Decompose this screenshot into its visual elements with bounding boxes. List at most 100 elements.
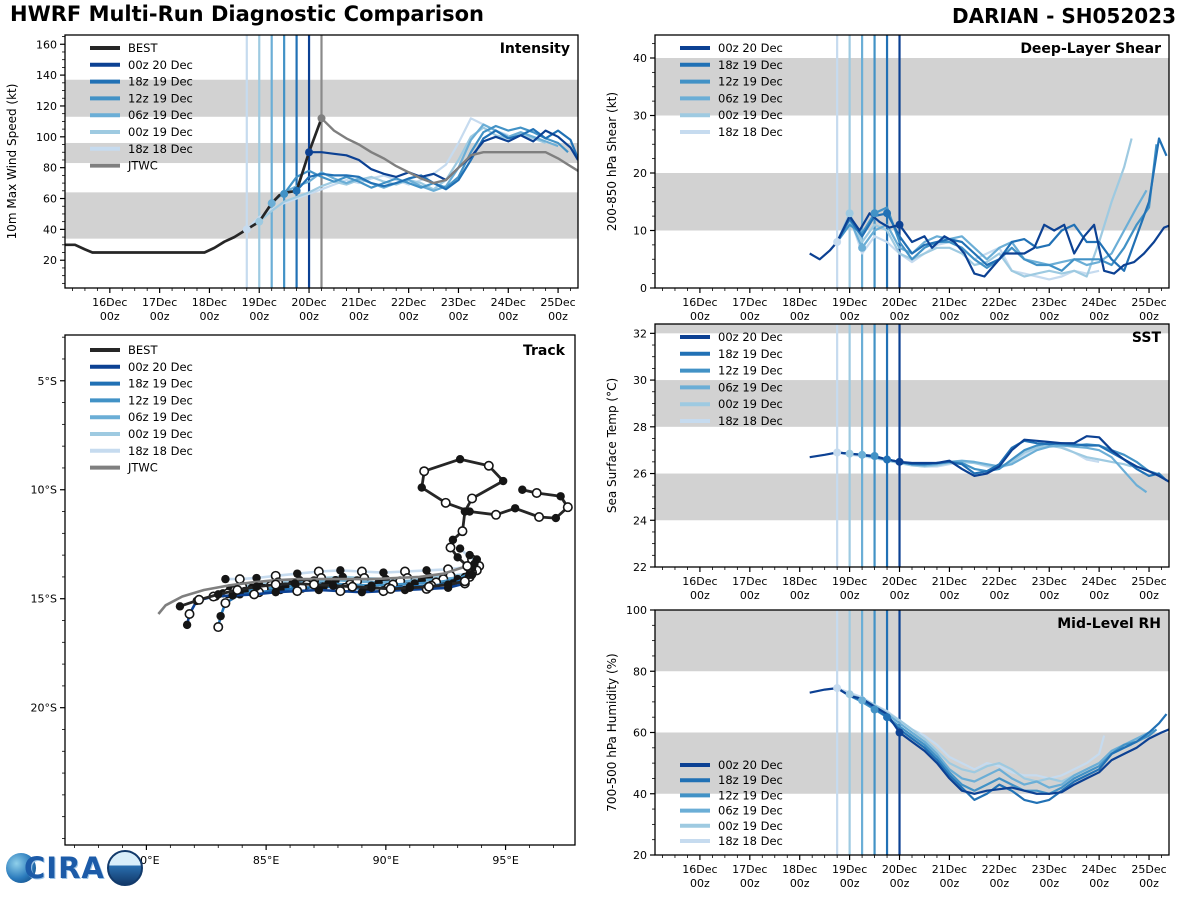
svg-text:06z 19 Dec: 06z 19 Dec: [718, 804, 783, 818]
svg-text:00z: 00z: [1089, 877, 1109, 890]
svg-text:20: 20: [633, 849, 647, 862]
svg-text:95°E: 95°E: [492, 854, 518, 867]
svg-text:18z 18 Dec: 18z 18 Dec: [718, 125, 783, 139]
svg-text:23Dec: 23Dec: [441, 296, 476, 309]
svg-text:28: 28: [633, 421, 647, 434]
svg-text:JTWC: JTWC: [127, 461, 158, 475]
svg-text:80: 80: [633, 665, 647, 678]
svg-text:23Dec: 23Dec: [1032, 863, 1067, 876]
svg-text:00z: 00z: [548, 310, 568, 323]
svg-text:18z 18 Dec: 18z 18 Dec: [718, 414, 783, 428]
svg-text:160: 160: [36, 38, 57, 51]
svg-text:00z: 00z: [100, 310, 120, 323]
svg-text:25Dec: 25Dec: [1131, 863, 1166, 876]
svg-text:Track: Track: [523, 343, 566, 359]
svg-text:00z: 00z: [890, 589, 910, 602]
svg-text:00z: 00z: [1139, 310, 1159, 323]
svg-text:26: 26: [633, 468, 647, 481]
svg-text:00z 20 Dec: 00z 20 Dec: [128, 58, 193, 72]
svg-text:16Dec: 16Dec: [682, 575, 717, 588]
svg-text:22Dec: 22Dec: [982, 863, 1017, 876]
svg-text:100: 100: [626, 604, 647, 617]
svg-text:40: 40: [43, 223, 57, 236]
svg-text:21Dec: 21Dec: [932, 575, 967, 588]
svg-text:19Dec: 19Dec: [832, 296, 867, 309]
svg-text:20: 20: [633, 167, 647, 180]
svg-text:10m Max Wind Speed (kt): 10m Max Wind Speed (kt): [5, 84, 19, 240]
svg-text:00z: 00z: [1039, 877, 1059, 890]
svg-text:24Dec: 24Dec: [1081, 863, 1116, 876]
svg-text:18z 18 Dec: 18z 18 Dec: [128, 142, 193, 156]
svg-text:00z: 00z: [790, 310, 810, 323]
svg-text:18z 18 Dec: 18z 18 Dec: [718, 834, 783, 848]
svg-text:00z: 00z: [1089, 589, 1109, 602]
svg-text:19Dec: 19Dec: [242, 296, 277, 309]
svg-text:21Dec: 21Dec: [932, 296, 967, 309]
svg-text:06z 19 Dec: 06z 19 Dec: [718, 380, 783, 394]
svg-text:17Dec: 17Dec: [732, 863, 767, 876]
svg-text:18Dec: 18Dec: [192, 296, 227, 309]
svg-text:20Dec: 20Dec: [882, 863, 917, 876]
svg-text:00z: 00z: [349, 310, 369, 323]
svg-text:00z 20 Dec: 00z 20 Dec: [718, 758, 783, 772]
svg-text:17Dec: 17Dec: [732, 575, 767, 588]
svg-text:Intensity: Intensity: [500, 41, 570, 57]
svg-text:12z 19 Dec: 12z 19 Dec: [718, 75, 783, 89]
svg-text:00z: 00z: [740, 310, 760, 323]
svg-text:16Dec: 16Dec: [682, 863, 717, 876]
svg-text:90°E: 90°E: [373, 854, 399, 867]
svg-text:18z 19 Dec: 18z 19 Dec: [128, 75, 193, 89]
svg-text:22Dec: 22Dec: [982, 575, 1017, 588]
svg-text:06z 19 Dec: 06z 19 Dec: [128, 410, 193, 424]
svg-text:23Dec: 23Dec: [1032, 575, 1067, 588]
svg-text:00z 20 Dec: 00z 20 Dec: [718, 330, 783, 344]
svg-text:20Dec: 20Dec: [291, 296, 326, 309]
svg-text:40: 40: [633, 52, 647, 65]
svg-text:BEST: BEST: [128, 343, 158, 357]
svg-text:Mid-Level RH: Mid-Level RH: [1057, 616, 1161, 632]
svg-text:00z: 00z: [498, 310, 518, 323]
rammb-icon: [106, 850, 143, 886]
intensity-panel: 16Dec00z17Dec00z18Dec00z19Dec00z20Dec00z…: [5, 34, 579, 323]
svg-text:00z: 00z: [690, 877, 710, 890]
svg-text:00z: 00z: [940, 877, 960, 890]
deep-layer-shear-panel: 16Dec00z17Dec00z18Dec00z19Dec00z20Dec00z…: [605, 34, 1170, 323]
svg-text:20Dec: 20Dec: [882, 575, 917, 588]
svg-text:18Dec: 18Dec: [782, 575, 817, 588]
svg-text:00z: 00z: [200, 310, 220, 323]
svg-text:23Dec: 23Dec: [1032, 296, 1067, 309]
svg-text:SST: SST: [1132, 330, 1162, 346]
svg-text:00z: 00z: [1039, 310, 1059, 323]
svg-text:00z: 00z: [449, 310, 469, 323]
svg-text:10°S: 10°S: [31, 484, 57, 497]
svg-text:00z: 00z: [1089, 310, 1109, 323]
svg-text:18z 19 Dec: 18z 19 Dec: [718, 773, 783, 787]
svg-text:JTWC: JTWC: [127, 159, 158, 173]
svg-text:00z: 00z: [940, 310, 960, 323]
svg-text:18z 18 Dec: 18z 18 Dec: [128, 444, 193, 458]
svg-text:120: 120: [36, 100, 57, 113]
cira-logo: CIRA: [6, 850, 143, 886]
svg-text:25Dec: 25Dec: [1131, 296, 1166, 309]
svg-text:12z 19 Dec: 12z 19 Dec: [128, 393, 193, 407]
svg-text:21Dec: 21Dec: [932, 863, 967, 876]
svg-text:17Dec: 17Dec: [732, 296, 767, 309]
svg-text:00z 20 Dec: 00z 20 Dec: [128, 360, 193, 374]
svg-text:00z 19 Dec: 00z 19 Dec: [718, 397, 783, 411]
svg-text:00z: 00z: [989, 877, 1009, 890]
svg-text:20: 20: [43, 254, 57, 267]
svg-text:60: 60: [633, 727, 647, 740]
svg-text:06z 19 Dec: 06z 19 Dec: [128, 108, 193, 122]
cira-text: CIRA: [24, 851, 105, 885]
svg-text:25Dec: 25Dec: [540, 296, 575, 309]
track-map-panel: 80°E 85°E 90°E 95°E5°S10°S15°S20°STrackBEST…: [31, 334, 576, 867]
svg-text:10: 10: [633, 225, 647, 238]
svg-text:00z 19 Dec: 00z 19 Dec: [718, 108, 783, 122]
svg-text:60: 60: [43, 193, 57, 206]
svg-text:22Dec: 22Dec: [982, 296, 1017, 309]
svg-text:00z: 00z: [740, 589, 760, 602]
svg-text:140: 140: [36, 69, 57, 82]
svg-text:18Dec: 18Dec: [782, 296, 817, 309]
svg-text:24Dec: 24Dec: [1081, 575, 1116, 588]
svg-text:00z: 00z: [1139, 589, 1159, 602]
